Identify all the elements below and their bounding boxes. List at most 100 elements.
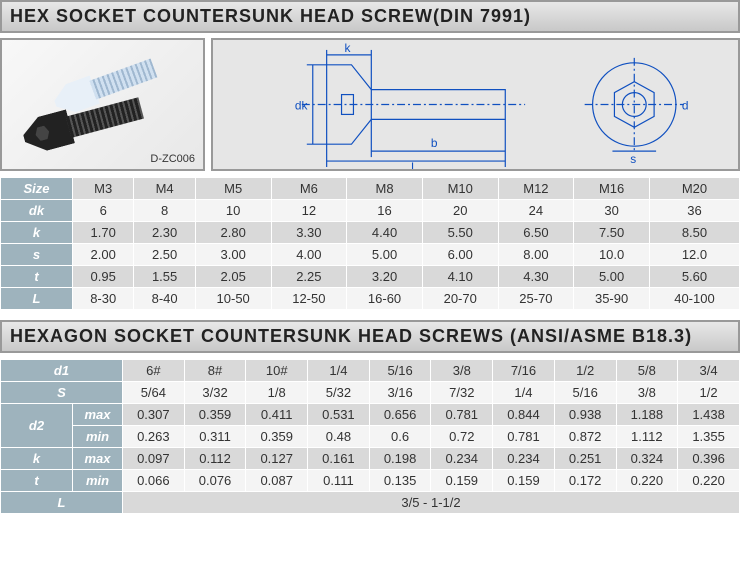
cell: 10 <box>195 200 271 222</box>
cell: 0.234 <box>431 448 493 470</box>
cell: 6 <box>73 200 134 222</box>
row-label: s <box>1 244 73 266</box>
row-label: t <box>1 266 73 288</box>
cell: 3/16 <box>369 382 431 404</box>
cell: 0.076 <box>184 470 246 492</box>
row-label: d2 <box>1 404 73 448</box>
cell: 4.40 <box>347 222 423 244</box>
cell: 0.159 <box>493 470 555 492</box>
cell: 0.127 <box>246 448 308 470</box>
cell: 8.00 <box>498 244 574 266</box>
table-row: L 3/5 - 1-1/2 <box>1 492 740 514</box>
din7991-table: Size M3 M4 M5 M6 M8 M10 M12 M16 M20 dk 6… <box>0 177 740 310</box>
cell: 0.251 <box>554 448 616 470</box>
cell: M16 <box>574 178 650 200</box>
section2-title: HEXAGON SOCKET COUNTERSUNK HEAD SCREWS (… <box>0 320 740 353</box>
product-code: D-ZC006 <box>150 153 195 165</box>
cell: 0.411 <box>246 404 308 426</box>
cell: 20 <box>422 200 498 222</box>
cell: 16 <box>347 200 423 222</box>
table-row: t 0.95 1.55 2.05 2.25 3.20 4.10 4.30 5.0… <box>1 266 740 288</box>
cell: 0.781 <box>431 404 493 426</box>
cell: 4.30 <box>498 266 574 288</box>
diagram-label-k: k <box>345 41 351 55</box>
cell: 3/4 <box>678 360 740 382</box>
cell: 12.0 <box>649 244 739 266</box>
cell: 0.396 <box>678 448 740 470</box>
cell: 25-70 <box>498 288 574 310</box>
cell: 0.172 <box>554 470 616 492</box>
cell: M10 <box>422 178 498 200</box>
cell: 0.161 <box>308 448 370 470</box>
image-row: D-ZC006 <box>0 38 740 171</box>
row-label: L <box>1 288 73 310</box>
diagram-label-d: d <box>682 98 689 112</box>
table-row: k max 0.097 0.112 0.127 0.161 0.198 0.23… <box>1 448 740 470</box>
cell: 0.220 <box>678 470 740 492</box>
cell: 10# <box>246 360 308 382</box>
cell: 0.111 <box>308 470 370 492</box>
cell: 2.80 <box>195 222 271 244</box>
cell: 40-100 <box>649 288 739 310</box>
cell: M12 <box>498 178 574 200</box>
diagram-label-b: b <box>431 136 438 150</box>
cell: 2.05 <box>195 266 271 288</box>
cell: 0.159 <box>431 470 493 492</box>
diagram-label-L: L <box>411 160 418 169</box>
cell: 6.00 <box>422 244 498 266</box>
cell: 1.188 <box>616 404 678 426</box>
cell: 0.359 <box>246 426 308 448</box>
cell: 1/4 <box>493 382 555 404</box>
row-label: t <box>1 470 73 492</box>
cell: 24 <box>498 200 574 222</box>
cell: 10.0 <box>574 244 650 266</box>
cell: 3/5 - 1-1/2 <box>123 492 740 514</box>
cell: 7/32 <box>431 382 493 404</box>
table-row: s 2.00 2.50 3.00 4.00 5.00 6.00 8.00 10.… <box>1 244 740 266</box>
cell: 3.20 <box>347 266 423 288</box>
table-row: Size M3 M4 M5 M6 M8 M10 M12 M16 M20 <box>1 178 740 200</box>
cell: M5 <box>195 178 271 200</box>
cell: 8-30 <box>73 288 134 310</box>
cell: 5/16 <box>369 360 431 382</box>
row-sublabel: max <box>73 448 123 470</box>
cell: 0.324 <box>616 448 678 470</box>
cell: 36 <box>649 200 739 222</box>
table-row: t min 0.066 0.076 0.087 0.111 0.135 0.15… <box>1 470 740 492</box>
row-sublabel: min <box>73 470 123 492</box>
cell: 20-70 <box>422 288 498 310</box>
cell: 5.50 <box>422 222 498 244</box>
cell: 7.50 <box>574 222 650 244</box>
technical-diagram: k dk b L s d <box>211 38 740 171</box>
cell: 4.00 <box>271 244 347 266</box>
cell: 0.311 <box>184 426 246 448</box>
row-label: k <box>1 448 73 470</box>
cell: 0.531 <box>308 404 370 426</box>
cell: 6# <box>123 360 185 382</box>
cell: 8-40 <box>134 288 195 310</box>
cell: 10-50 <box>195 288 271 310</box>
cell: 1.112 <box>616 426 678 448</box>
cell: 0.938 <box>554 404 616 426</box>
cell: 5/16 <box>554 382 616 404</box>
cell: 0.220 <box>616 470 678 492</box>
cell: 2.30 <box>134 222 195 244</box>
row-label: Size <box>1 178 73 200</box>
row-label: S <box>1 382 123 404</box>
cell: 1.70 <box>73 222 134 244</box>
table-row: dk 6 8 10 12 16 20 24 30 36 <box>1 200 740 222</box>
cell: 1.355 <box>678 426 740 448</box>
cell: 6.50 <box>498 222 574 244</box>
cell: 0.263 <box>123 426 185 448</box>
cell: 0.781 <box>493 426 555 448</box>
cell: 1.438 <box>678 404 740 426</box>
cell: 0.307 <box>123 404 185 426</box>
cell: 0.359 <box>184 404 246 426</box>
cell: 5.00 <box>574 266 650 288</box>
cell: 2.00 <box>73 244 134 266</box>
cell: 7/16 <box>493 360 555 382</box>
cell: 12-50 <box>271 288 347 310</box>
row-label: d1 <box>1 360 123 382</box>
cell: 5/32 <box>308 382 370 404</box>
cell: 0.066 <box>123 470 185 492</box>
